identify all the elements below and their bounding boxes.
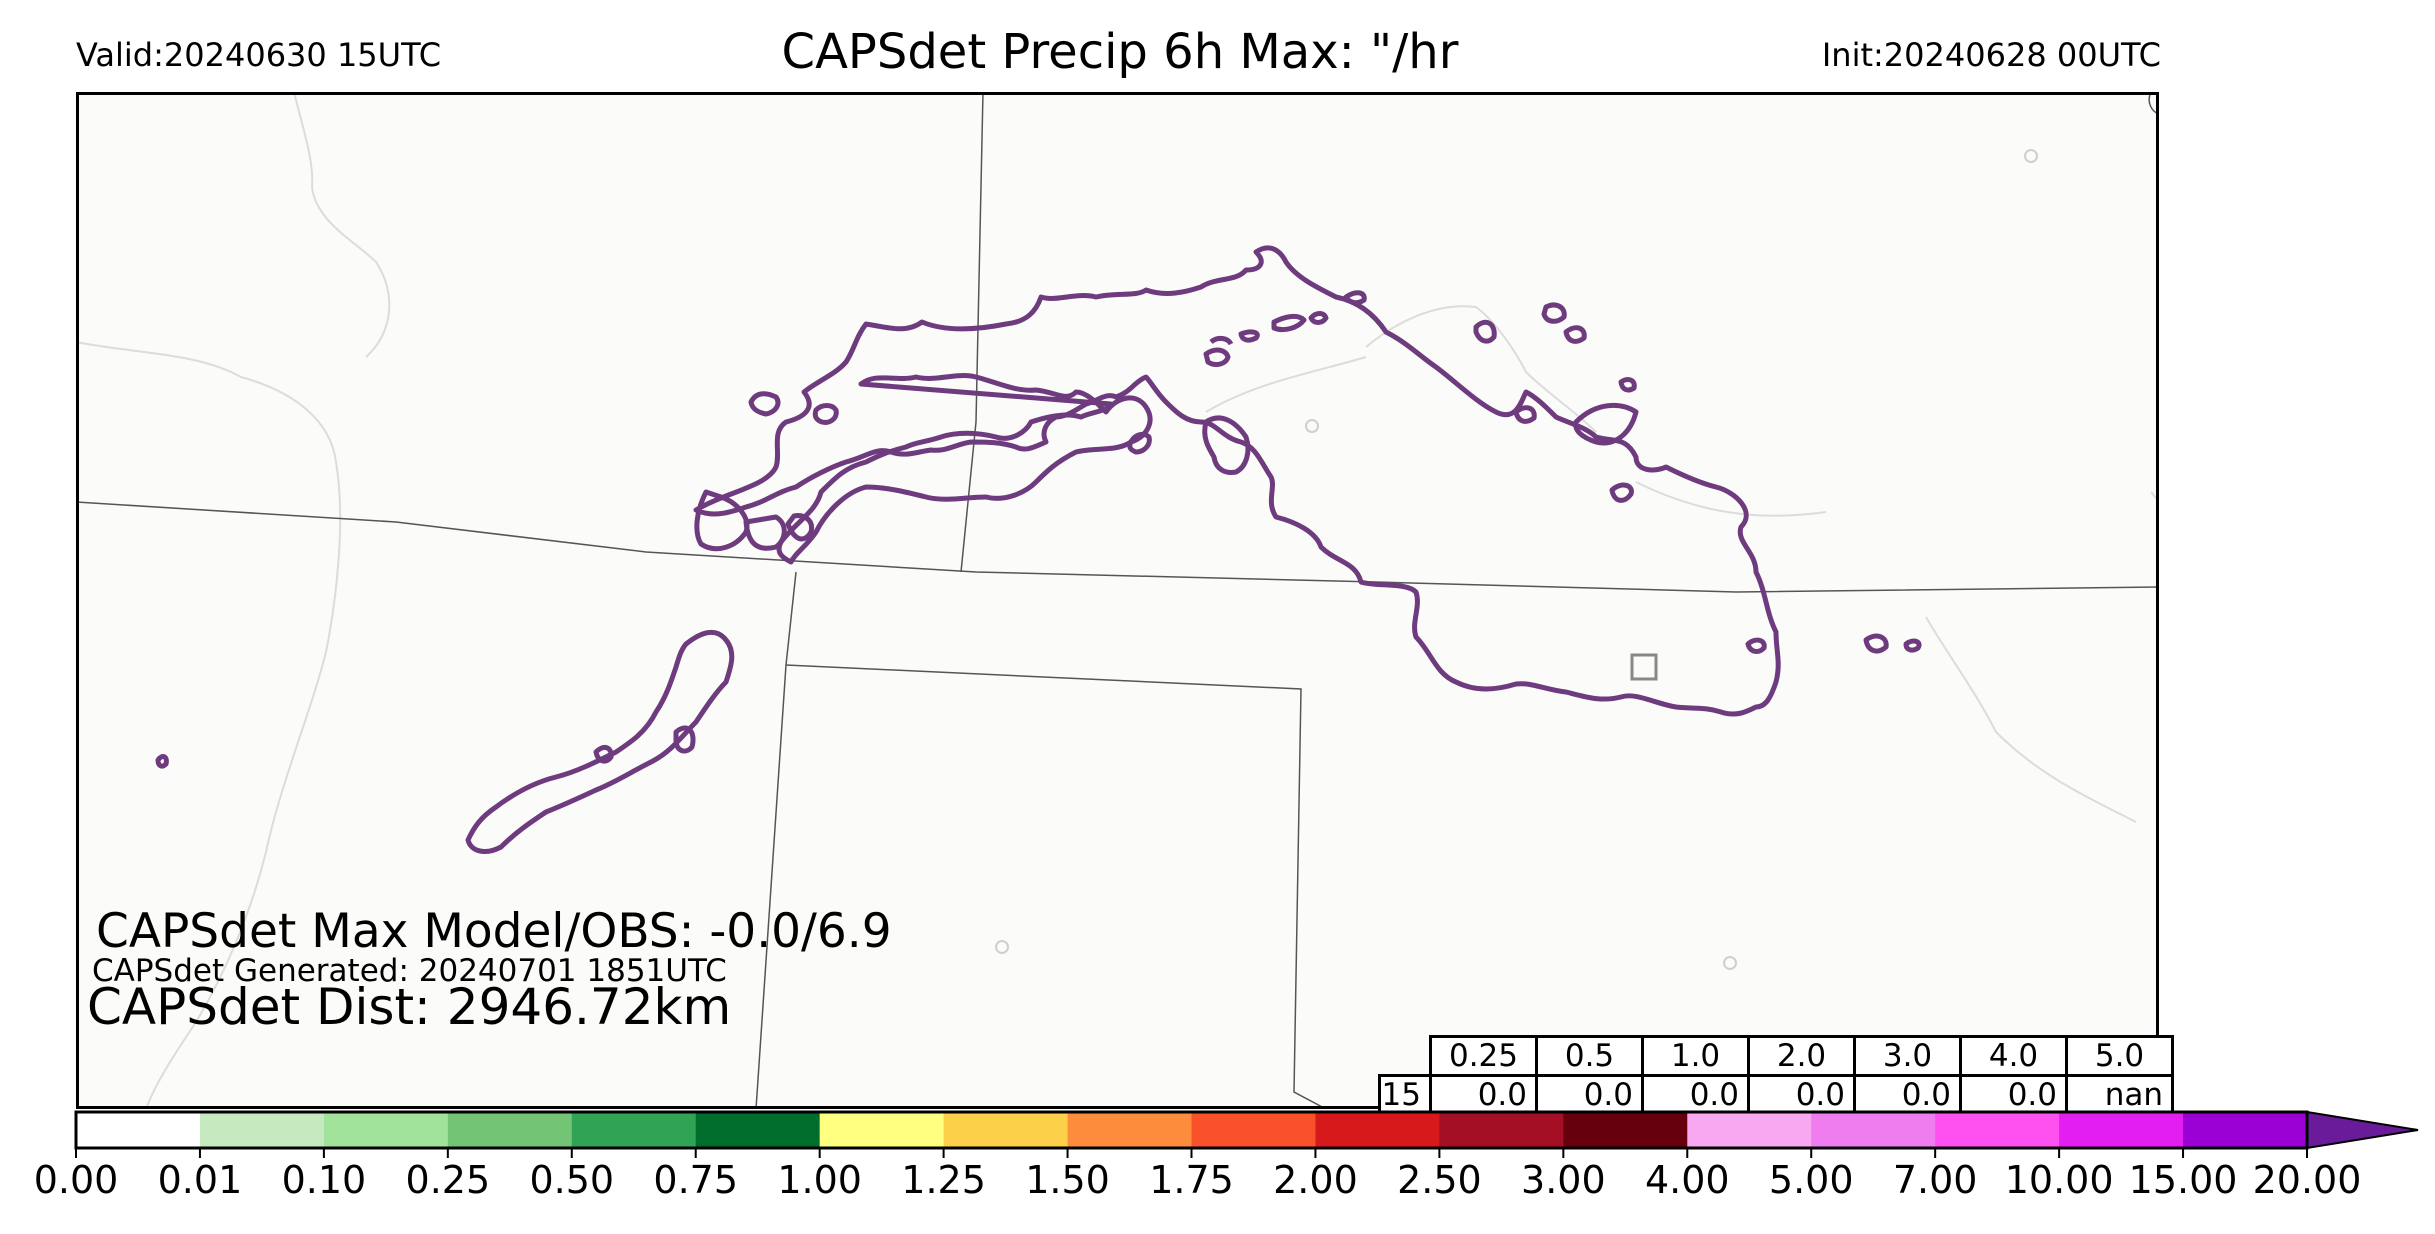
- precip-contours: [155, 245, 1922, 854]
- threshold-cell: 5.0: [2065, 1035, 2174, 1077]
- colorbar-bin: [1191, 1112, 1316, 1148]
- map-border: [76, 92, 2159, 1109]
- score-cell: 0.0: [1429, 1074, 1538, 1116]
- colorbar-tick-label: 1.25: [901, 1158, 986, 1202]
- init-time-label: Init:20240628 00UTC: [1821, 36, 2161, 74]
- colorbar-bin: [2183, 1112, 2308, 1148]
- colorbar-bin: [199, 1112, 325, 1148]
- score-cell: 0.0: [1535, 1074, 1644, 1116]
- max-model-obs-label: CAPSdet Max Model/OBS: -0.0/6.9: [96, 904, 892, 959]
- colorbar-tick-label: 0.10: [281, 1158, 367, 1202]
- colorbar-tick-label: 2.50: [1397, 1158, 1482, 1202]
- threshold-cell: 4.0: [1959, 1035, 2068, 1077]
- table-corner: [1380, 1037, 1431, 1076]
- colorbar-tick-label: 0.75: [653, 1158, 739, 1202]
- score-cell: 0.0: [1959, 1074, 2068, 1116]
- generated-time-label: CAPSdet Generated: 20240701 1851UTC: [92, 953, 727, 989]
- colorbar-tick-label: 3.00: [1521, 1158, 1606, 1202]
- colorbar-bin: [943, 1112, 1069, 1148]
- colorbar-tick-label: 0.25: [405, 1158, 491, 1202]
- colorbar-bin: [1315, 1112, 1440, 1148]
- colorbar-bin: [1067, 1112, 1192, 1148]
- colorbar-tick-label: 0.00: [33, 1158, 119, 1202]
- score-cell: 0.0: [1853, 1074, 1962, 1116]
- colorbar-bin: [447, 1112, 573, 1148]
- score-cell: 0.0: [1641, 1074, 1750, 1116]
- colorbar-bin: [571, 1112, 697, 1148]
- colorbar-bin: [1935, 1112, 2060, 1148]
- observation-box: [1630, 653, 1658, 681]
- colorbar-tick-label: 20.00: [2252, 1158, 2362, 1202]
- threshold-cell: 3.0: [1853, 1035, 1962, 1077]
- map-background: [76, 92, 2159, 1109]
- colorbar-tick-label: 1.50: [1025, 1158, 1110, 1202]
- map-title: CAPSdet Precip 6h Max: "/hr: [781, 24, 1459, 80]
- colorbar-tick-label: 1.00: [777, 1158, 862, 1202]
- distance-label: CAPSdet Dist: 2946.72km: [87, 978, 732, 1036]
- threshold-cell: 0.5: [1535, 1035, 1644, 1077]
- colorbar-tick-label: 15.00: [2128, 1158, 2238, 1202]
- colorbar-bin: [1811, 1112, 1936, 1148]
- colorbar-bin: [1563, 1112, 1688, 1148]
- colorbar-tick-label: 5.00: [1768, 1158, 1854, 1202]
- map-panel: [76, 92, 2159, 1109]
- colorbar-extend-arrow: [2306, 1110, 2419, 1150]
- colorbar-bin: [1439, 1112, 1564, 1148]
- colorbar-tick-label: 10.00: [2004, 1158, 2114, 1202]
- state-borders: [76, 92, 2159, 1109]
- colorbar-tick-label: 7.00: [1892, 1158, 1978, 1202]
- colorbar: [74, 1110, 2419, 1158]
- colorbar-bin: [76, 1112, 201, 1148]
- colorbar-tick-label: 4.00: [1644, 1158, 1730, 1202]
- station-markers: [995, 149, 2038, 970]
- colorbar-bin: [1687, 1112, 1812, 1148]
- threshold-header-row: 0.25 0.5 1.0 2.0 3.0 4.0 5.0: [1380, 1035, 2174, 1077]
- colorbar-bin: [323, 1112, 449, 1148]
- threshold-cell: 0.25: [1429, 1035, 1538, 1077]
- valid-time-label: Valid:20240630 15UTC: [76, 36, 442, 74]
- colorbar-tick-label: 1.75: [1149, 1158, 1234, 1202]
- colorbar-bin: [819, 1112, 945, 1148]
- threshold-cell: 1.0: [1641, 1035, 1750, 1077]
- colorbar-tick-label: 0.50: [529, 1158, 615, 1202]
- score-cell: nan: [2065, 1074, 2174, 1116]
- colorbar-tick-label: 0.01: [157, 1158, 243, 1202]
- colorbar-tick-label: 2.00: [1273, 1158, 1358, 1202]
- colorbar-bin: [695, 1112, 821, 1148]
- hour-cell: 15: [1378, 1074, 1432, 1116]
- colorbar-bin: [2059, 1112, 2184, 1148]
- threshold-cell: 2.0: [1747, 1035, 1856, 1077]
